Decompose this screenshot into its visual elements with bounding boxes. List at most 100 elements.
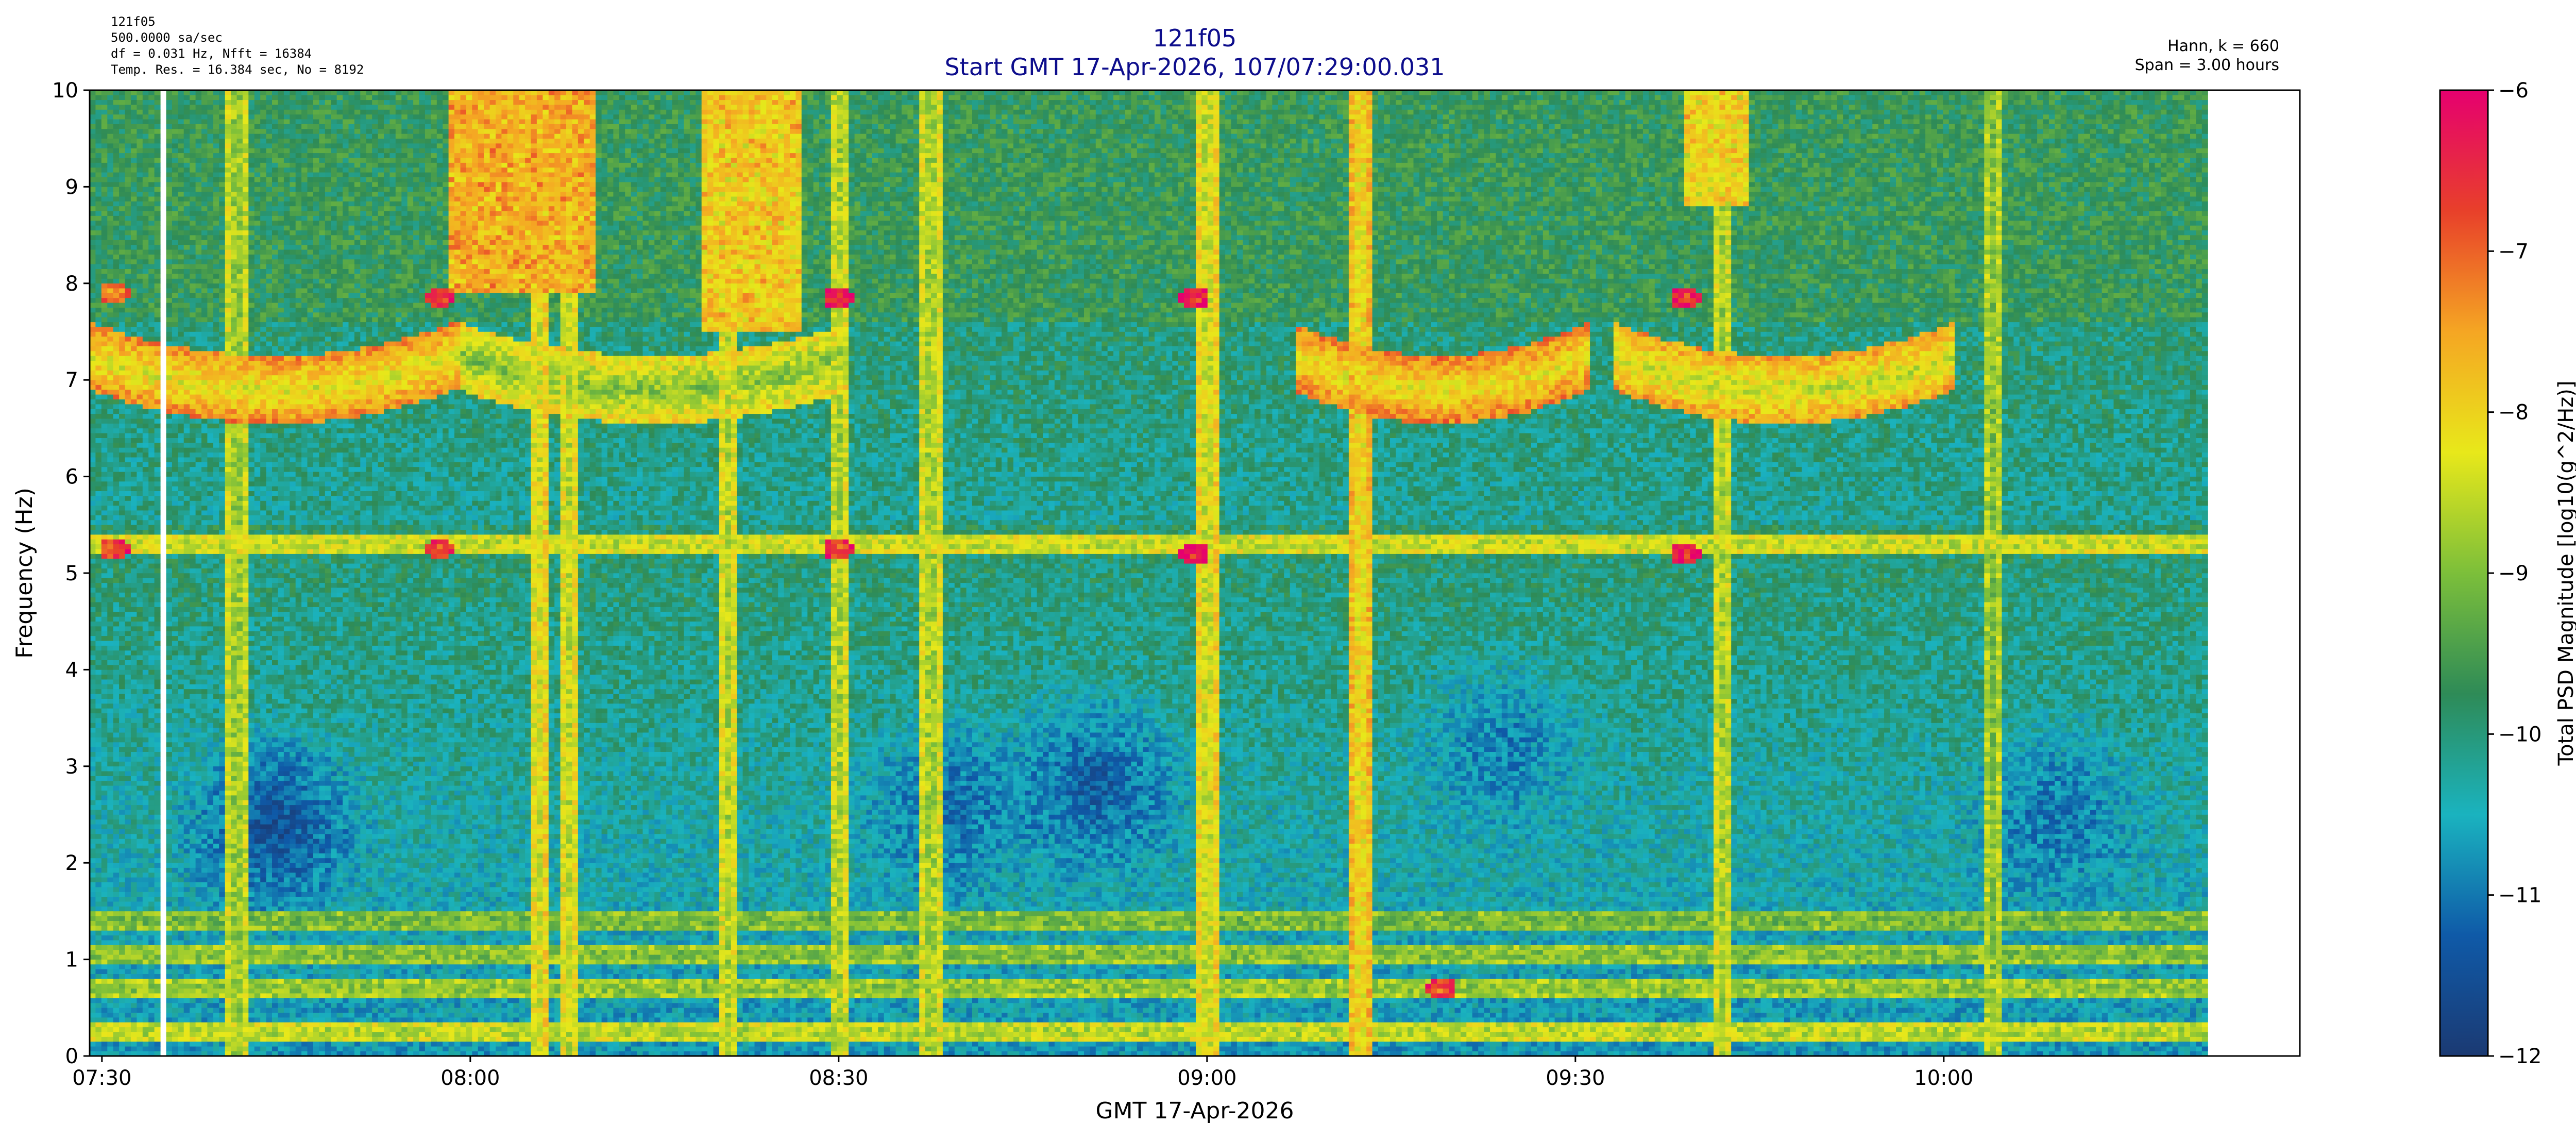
- heatmap-cell: [90, 621, 96, 626]
- heatmap-cell: [125, 920, 131, 926]
- heatmap-cell: [107, 660, 113, 665]
- heatmap-cell: [131, 341, 137, 346]
- heatmap-cell: [113, 568, 120, 573]
- heatmap-cell: [119, 660, 125, 665]
- heatmap-cell: [90, 578, 96, 583]
- heatmap-cell: [113, 563, 120, 568]
- heatmap-cell: [113, 582, 120, 588]
- heatmap-cell: [131, 621, 137, 626]
- heatmap-cell: [125, 728, 131, 733]
- heatmap-cell: [131, 974, 137, 979]
- heatmap-cell: [95, 882, 101, 887]
- heatmap-cell: [95, 930, 101, 935]
- heatmap-cell: [107, 534, 113, 540]
- heatmap-cell: [113, 718, 120, 723]
- heatmap-cell: [107, 945, 113, 950]
- heatmap-cell: [101, 409, 108, 414]
- heatmap-cell: [101, 916, 108, 921]
- heatmap-cell: [113, 288, 120, 293]
- heatmap-cell: [95, 1017, 101, 1022]
- heatmap-cell: [119, 1027, 125, 1032]
- heatmap-cell: [101, 312, 108, 317]
- heatmap-cell: [101, 892, 108, 897]
- heatmap-cell: [131, 906, 137, 911]
- heatmap-cell: [90, 534, 96, 540]
- heatmap-cell: [125, 1017, 131, 1022]
- heatmap-cell: [119, 897, 125, 902]
- heatmap-cell: [107, 337, 113, 342]
- heatmap-cell: [107, 993, 113, 998]
- heatmap-cell: [95, 737, 101, 742]
- heatmap-cell: [101, 481, 108, 487]
- heatmap-cell: [119, 675, 125, 680]
- heatmap-cell: [119, 317, 125, 322]
- heatmap-cell: [107, 698, 113, 703]
- heatmap-cell: [119, 1046, 125, 1051]
- heatmap-cell: [113, 839, 120, 844]
- heatmap-cell: [95, 510, 101, 515]
- heatmap-cell: [113, 785, 120, 791]
- heatmap-cell: [107, 737, 113, 742]
- heatmap-cell: [125, 742, 131, 747]
- heatmap-cell: [107, 215, 113, 221]
- heatmap-cell: [113, 148, 120, 153]
- heatmap-cell: [95, 182, 101, 187]
- heatmap-cell: [101, 351, 108, 356]
- heatmap-cell: [119, 911, 125, 916]
- heatmap-cell: [95, 390, 101, 395]
- heatmap-cell: [113, 1008, 120, 1013]
- heatmap-cell: [113, 351, 120, 356]
- heatmap-cell: [95, 964, 101, 969]
- heatmap-cell: [95, 496, 101, 501]
- heatmap-cell: [131, 365, 137, 371]
- heatmap-cell: [101, 230, 108, 235]
- heatmap-cell: [125, 549, 131, 554]
- heatmap-cell: [101, 935, 108, 941]
- heatmap-cell: [101, 645, 108, 650]
- heatmap-cell: [95, 805, 101, 810]
- heatmap-cell: [107, 360, 113, 365]
- heatmap-cell: [131, 645, 137, 650]
- heatmap-cell: [95, 549, 101, 554]
- heatmap-cell: [101, 177, 108, 182]
- heatmap-cell: [101, 563, 108, 568]
- heatmap-cell: [119, 578, 125, 583]
- heatmap-cell: [131, 771, 137, 776]
- heatmap-cell: [101, 201, 108, 206]
- heatmap-cell: [95, 776, 101, 781]
- heatmap-cell: [95, 897, 101, 902]
- heatmap-cell: [90, 491, 96, 496]
- heatmap-cell: [119, 935, 125, 941]
- heatmap-cell: [131, 766, 137, 772]
- heatmap-cell: [125, 467, 131, 472]
- heatmap-cell: [95, 143, 101, 148]
- heatmap-cell: [125, 274, 131, 279]
- heatmap-cell: [95, 645, 101, 650]
- heatmap-cell: [125, 805, 131, 810]
- heatmap-cell: [125, 95, 131, 100]
- heatmap-cell: [101, 636, 108, 641]
- heatmap-cell: [113, 645, 120, 650]
- heatmap-cell: [107, 472, 113, 477]
- heatmap-cell: [113, 781, 120, 786]
- heatmap-cell: [107, 496, 113, 501]
- heatmap-cell: [113, 529, 120, 534]
- heatmap-cell: [107, 959, 113, 964]
- heatmap-cell: [107, 303, 113, 308]
- heatmap-cell: [113, 626, 120, 631]
- heatmap-cell: [113, 602, 120, 607]
- heatmap-cell: [119, 824, 125, 829]
- heatmap-cell: [90, 607, 96, 612]
- heatmap-cell: [125, 109, 131, 114]
- heatmap-cell: [90, 447, 96, 452]
- heatmap-cell: [107, 298, 113, 303]
- heatmap-cell: [107, 867, 113, 873]
- heatmap-cell: [95, 148, 101, 153]
- heatmap-cell: [131, 616, 137, 622]
- heatmap-cell: [131, 988, 137, 994]
- heatmap-cell: [107, 588, 113, 593]
- heatmap-cell: [107, 264, 113, 269]
- heatmap-cell: [101, 365, 108, 371]
- heatmap-cell: [107, 1012, 113, 1017]
- heatmap-cell: [113, 293, 120, 298]
